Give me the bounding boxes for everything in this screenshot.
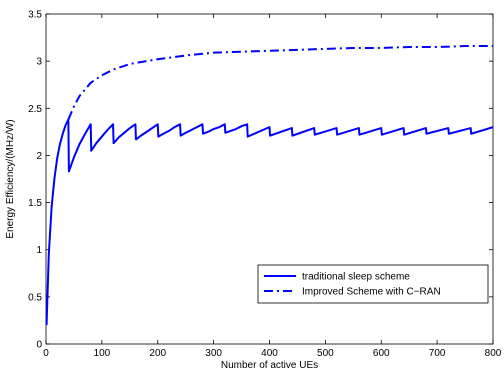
legend: traditional sleep scheme Improved Scheme… bbox=[257, 264, 489, 304]
x-tick-label: 400 bbox=[261, 348, 278, 359]
y-tick-label: 1 bbox=[36, 245, 42, 256]
y-tick-label: 0.5 bbox=[28, 292, 42, 303]
y-tick-label: 2 bbox=[36, 151, 42, 162]
x-tick-label: 500 bbox=[317, 348, 334, 359]
y-tick-label: 3.5 bbox=[28, 10, 42, 21]
y-tick-label: 3 bbox=[36, 57, 42, 68]
y-tick-label: 2.5 bbox=[28, 104, 42, 115]
x-tick-label: 600 bbox=[373, 348, 390, 359]
x-tick-label: 0 bbox=[43, 348, 49, 359]
legend-label-improved: Improved Scheme with C−RAN bbox=[302, 287, 441, 298]
y-tick-label: 0 bbox=[36, 340, 42, 351]
x-axis-label: Number of active UEs bbox=[221, 360, 318, 371]
x-tick-label: 200 bbox=[149, 348, 166, 359]
series-line-traditional bbox=[45, 118, 494, 326]
x-tick-label: 700 bbox=[429, 348, 446, 359]
legend-box bbox=[257, 264, 489, 304]
x-tick-label: 300 bbox=[205, 348, 222, 359]
y-axis-label: Energy Efficiency/(MHz/W) bbox=[5, 119, 16, 238]
series-line-improved bbox=[67, 45, 493, 120]
x-tick-label: 800 bbox=[485, 348, 502, 359]
x-tick-label: 100 bbox=[94, 348, 111, 359]
y-tick-label: 1.5 bbox=[28, 198, 42, 209]
plot-area: 0 100 200 300 400 500 600 700 800 0 0.5 1 1.5 2 2.5 3 3.… bbox=[28, 10, 502, 360]
legend-label-traditional: traditional sleep scheme bbox=[302, 272, 410, 283]
